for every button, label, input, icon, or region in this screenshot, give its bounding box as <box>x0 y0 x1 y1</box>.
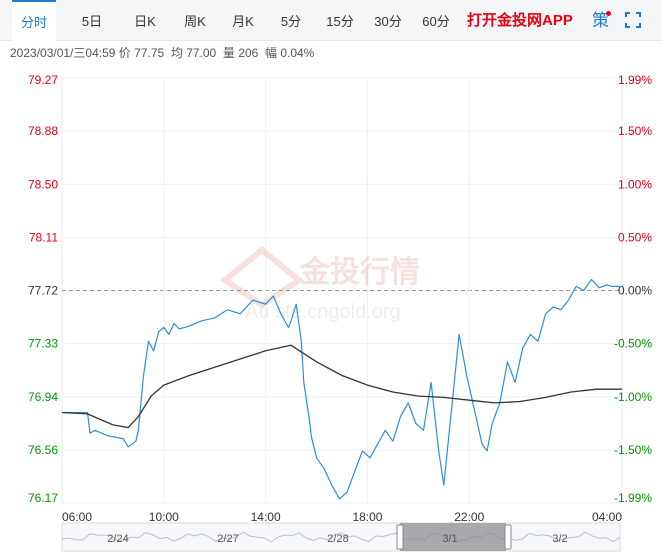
y-tick-label: 79.27 <box>28 73 58 87</box>
quote-info: 2023/03/01/三04:59 价 77.75 均 77.00 量 206 … <box>10 44 314 61</box>
navigator-date-label: 2/24 <box>107 533 128 545</box>
price-line <box>62 278 622 500</box>
pct-tick-label: 1.50% <box>618 124 652 138</box>
tab-period-2[interactable]: 日K <box>134 14 156 29</box>
chart-series <box>61 278 622 500</box>
price-label: 价 <box>118 46 131 60</box>
navigator-date-label: 3/1 <box>442 533 457 545</box>
price-value: 77.75 <box>134 46 165 60</box>
time-navigator[interactable]: 2/24 2/27 2/28 3/1 3/2 <box>61 522 621 552</box>
x-tick-label: 06:00 <box>62 510 92 524</box>
tab-period-8[interactable]: 60分 <box>422 14 450 29</box>
volume-label: 量 <box>222 46 235 60</box>
pct-tick-label: 0.00% <box>618 284 652 298</box>
navigator-selection <box>400 523 506 551</box>
navigator-date-label: 2/28 <box>327 533 348 545</box>
pct-tick-label: 1.99% <box>618 73 652 87</box>
tab-period-5[interactable]: 5分 <box>280 14 302 29</box>
navigator-frame <box>61 522 621 552</box>
x-tick-label: 22:00 <box>454 510 484 524</box>
y-tick-label: 78.50 <box>28 177 58 191</box>
change-label: 幅 <box>264 46 277 60</box>
open-app-link[interactable]: 打开金投网APP <box>467 12 573 29</box>
navigator-date-label: 2/27 <box>217 533 238 545</box>
chart-grid <box>61 77 623 504</box>
fullscreen-icon[interactable] <box>625 12 641 28</box>
y-tick-label: 78.88 <box>28 124 58 138</box>
watermark: 金投行情 Au ste.cngold.org <box>219 246 420 323</box>
tab-period-6[interactable]: 15分 <box>326 14 354 29</box>
navigator-handle-right[interactable] <box>504 524 512 550</box>
pct-tick-label: 1.00% <box>618 177 652 191</box>
change-value: 0.04% <box>280 46 315 60</box>
x-tick-label: 10:00 <box>149 510 179 524</box>
avg-value: 77.00 <box>186 46 217 60</box>
tab-intraday[interactable]: 分时 <box>12 0 56 41</box>
pct-tick-label: -1.00% <box>614 390 652 404</box>
x-tick-label: 04:00 <box>592 510 622 524</box>
y-tick-label: 78.11 <box>29 230 58 244</box>
tab-period-1[interactable]: 5日 <box>81 14 103 29</box>
y-tick-label: 77.33 <box>28 337 58 351</box>
tab-period-4[interactable]: 月K <box>232 14 254 29</box>
navigator-trace <box>61 531 621 543</box>
tab-period-3[interactable]: 周K <box>184 14 206 29</box>
pct-tick-label: -0.50% <box>614 337 652 351</box>
y-tick-label: 76.17 <box>28 491 58 505</box>
y-tick-label: 76.94 <box>28 390 58 404</box>
x-tick-label: 18:00 <box>352 510 382 524</box>
strategy-button[interactable]: 策 <box>592 11 609 31</box>
pct-tick-label: -1.99% <box>614 491 652 505</box>
tab-period-7[interactable]: 30分 <box>374 14 402 29</box>
pct-tick-label: 0.50% <box>618 230 652 244</box>
watermark-logo <box>219 246 305 309</box>
chart-axes: 79.27 1.99% 78.88 1.50% 78.50 1.00% 78.11 0.50%… <box>28 73 652 524</box>
navigator-date-label: 3/2 <box>552 533 567 545</box>
x-tick-label: 14:00 <box>251 510 281 524</box>
navigator-handle-left[interactable] <box>396 524 404 550</box>
datetime: 2023/03/01/三04:59 <box>10 46 116 60</box>
watermark-brand: 金投行情 <box>299 255 420 290</box>
volume-value: 206 <box>238 46 259 60</box>
avg-label: 均 <box>170 46 183 60</box>
pct-tick-label: -1.50% <box>614 443 652 457</box>
period-tab-bar: 分时 5日 日K 周K 月K 5分 15分 30分 60分 <box>0 0 662 41</box>
watermark-site: Au ste.cngold.org <box>245 301 401 323</box>
y-tick-label: 77.72 <box>28 284 58 298</box>
y-tick-label: 76.56 <box>28 443 58 457</box>
notification-dot <box>606 11 611 16</box>
average-line <box>61 344 622 429</box>
